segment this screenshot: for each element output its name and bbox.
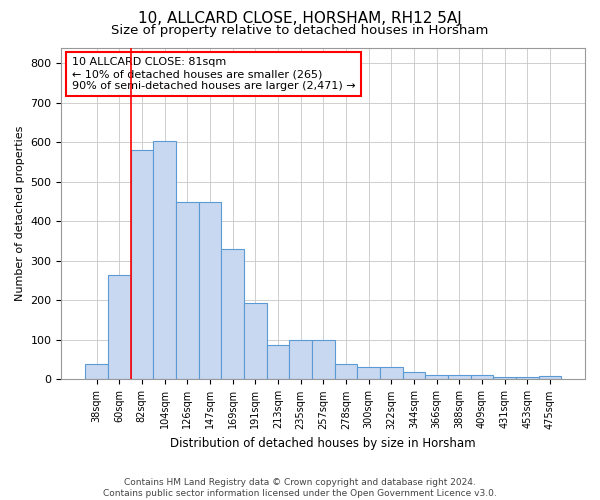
- Y-axis label: Number of detached properties: Number of detached properties: [15, 126, 25, 301]
- Bar: [153, 141, 176, 380]
- Bar: [289, 340, 312, 380]
- Bar: [403, 372, 425, 380]
- Bar: [425, 376, 448, 380]
- Text: Contains HM Land Registry data © Crown copyright and database right 2024.
Contai: Contains HM Land Registry data © Crown c…: [103, 478, 497, 498]
- Bar: [335, 364, 357, 380]
- Bar: [199, 202, 221, 380]
- Bar: [312, 340, 335, 380]
- Text: 10 ALLCARD CLOSE: 81sqm
← 10% of detached houses are smaller (265)
90% of semi-d: 10 ALLCARD CLOSE: 81sqm ← 10% of detache…: [72, 58, 355, 90]
- Bar: [448, 376, 470, 380]
- Bar: [108, 274, 131, 380]
- Bar: [244, 303, 266, 380]
- Bar: [539, 376, 561, 380]
- Bar: [493, 378, 516, 380]
- Bar: [85, 364, 108, 380]
- Text: 10, ALLCARD CLOSE, HORSHAM, RH12 5AJ: 10, ALLCARD CLOSE, HORSHAM, RH12 5AJ: [138, 11, 462, 26]
- Bar: [357, 367, 380, 380]
- Bar: [131, 150, 153, 380]
- X-axis label: Distribution of detached houses by size in Horsham: Distribution of detached houses by size …: [170, 437, 476, 450]
- Bar: [221, 249, 244, 380]
- Bar: [380, 367, 403, 380]
- Text: Size of property relative to detached houses in Horsham: Size of property relative to detached ho…: [112, 24, 488, 37]
- Bar: [176, 202, 199, 380]
- Bar: [266, 344, 289, 380]
- Bar: [516, 378, 539, 380]
- Bar: [470, 376, 493, 380]
